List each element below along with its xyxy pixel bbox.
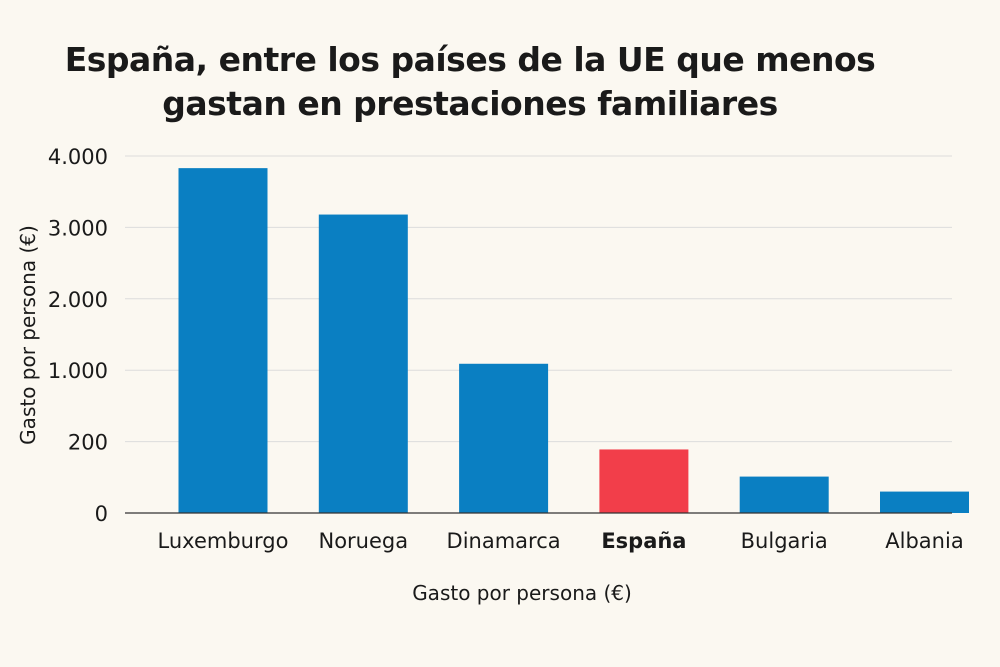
x-tick-label: Bulgaria	[741, 529, 828, 553]
x-tick-label: Dinamarca	[447, 529, 561, 553]
x-tick-label: Noruega	[318, 529, 408, 553]
y-tick-label: 200	[68, 431, 108, 455]
x-tick-label: España	[601, 529, 686, 553]
chart-title: España, entre los países de la UE que me…	[0, 38, 940, 126]
x-tick-label: Albania	[885, 529, 963, 553]
y-axis-label: Gasto por persona (€)	[16, 225, 40, 445]
bar-bulgaria	[739, 476, 829, 513]
bars	[178, 168, 969, 513]
y-tick-label: 1.000	[48, 359, 108, 383]
bar-luxemburgo	[178, 168, 268, 513]
chart-title-line-2: gastan en prestaciones familiares	[162, 84, 778, 123]
y-tick-label: 0	[95, 502, 108, 526]
bar-noruega	[318, 214, 408, 513]
y-tick-label: 4.000	[48, 145, 108, 169]
bar-albania	[880, 491, 969, 513]
y-axis-ticks: 0 200 1.000 2.000 3.000 4.000	[48, 145, 108, 526]
bar-dinamarca	[459, 363, 549, 513]
y-tick-label: 2.000	[48, 288, 108, 312]
x-axis-ticks: Luxemburgo Noruega Dinamarca España Bulgaria…	[158, 529, 964, 553]
bar-espana	[599, 449, 689, 513]
x-axis-label: Gasto por persona (€)	[412, 581, 632, 605]
x-tick-label: Luxemburgo	[158, 529, 289, 553]
chart-title-line-1: España, entre los países de la UE que me…	[64, 40, 876, 79]
y-tick-label: 3.000	[48, 216, 108, 240]
